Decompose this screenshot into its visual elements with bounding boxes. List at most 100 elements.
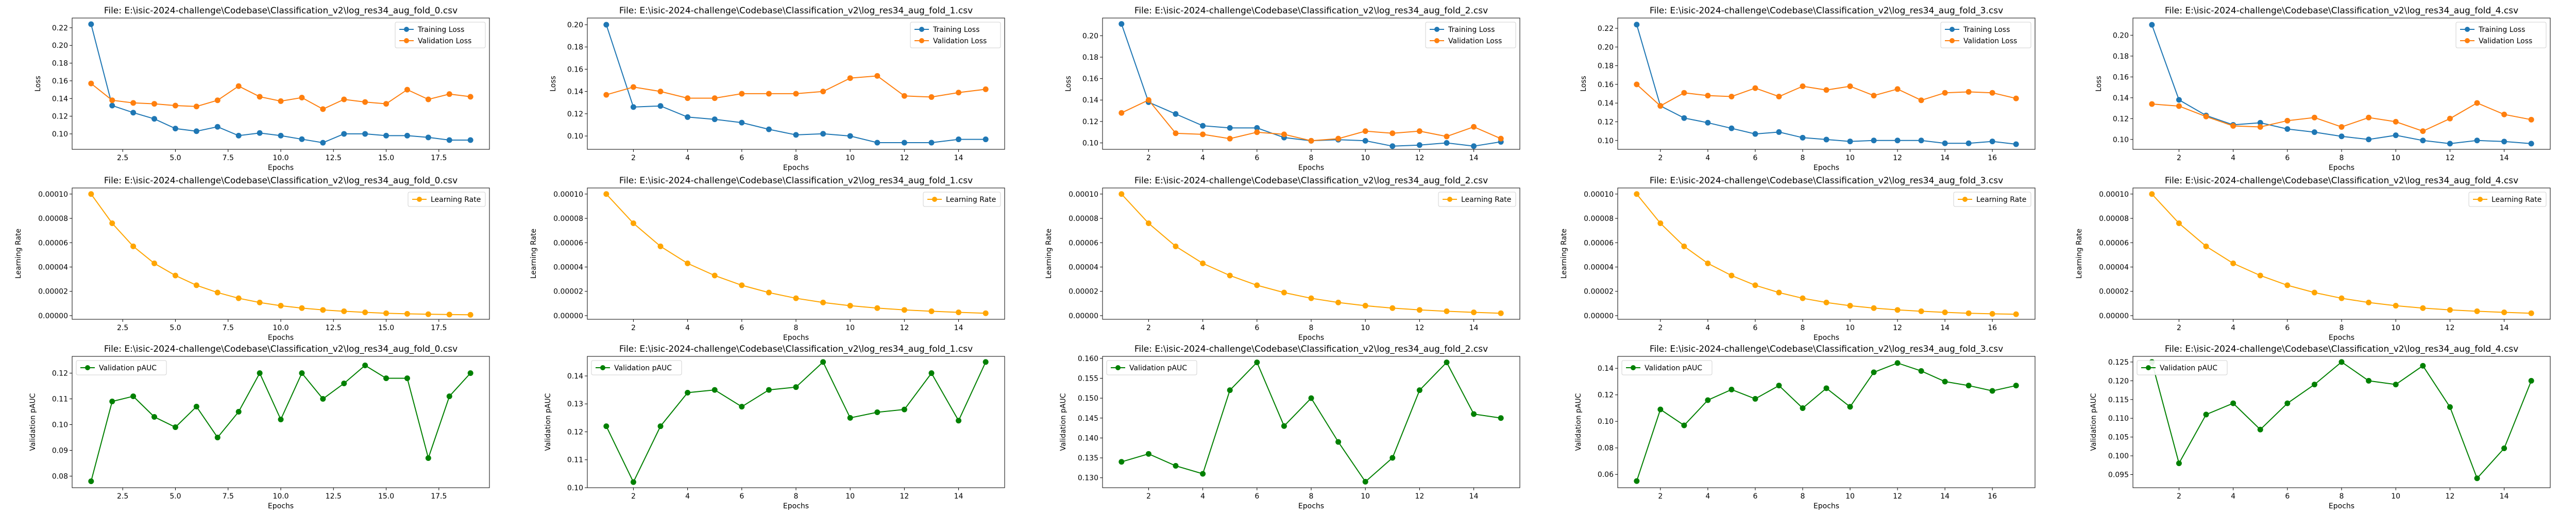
y-tick-label: 0.135 [1078, 454, 1098, 462]
y-tick-label: 0.16 [1082, 75, 1098, 83]
y-axis-label: Learning Rate [14, 229, 23, 279]
data-point [1389, 130, 1396, 136]
x-tick-label: 4 [685, 154, 690, 162]
y-tick-label: 0.110 [2108, 415, 2129, 423]
data-point [1254, 125, 1260, 131]
data-point [151, 260, 158, 266]
data-point [88, 21, 94, 27]
x-tick-label: 8 [1309, 154, 1314, 162]
data-point [1145, 451, 1151, 457]
x-tick-label: 5.0 [170, 324, 181, 332]
legend-box [408, 192, 486, 207]
data-point [2447, 141, 2453, 147]
data-point [446, 91, 452, 97]
data-point [1389, 143, 1396, 149]
legend-marker [600, 365, 605, 370]
y-tick-label: 0.20 [1598, 43, 1614, 52]
data-point [1989, 311, 1995, 317]
data-point [425, 455, 431, 461]
data-point [1752, 85, 1758, 91]
data-point [2501, 139, 2507, 145]
x-tick-label: 16 [1988, 324, 1997, 332]
y-tick-label: 0.10 [52, 421, 68, 430]
data-point [928, 140, 935, 146]
x-tick-label: 12 [900, 492, 909, 501]
y-tick-label: 0.22 [1598, 25, 1614, 33]
data-point [109, 97, 115, 104]
data-point [1918, 138, 1924, 144]
data-point [278, 303, 284, 309]
x-tick-label: 10 [1845, 324, 1855, 332]
x-tick-label: 4 [685, 492, 690, 501]
data-point [1416, 307, 1422, 313]
data-point [1634, 191, 1640, 197]
data-point [214, 124, 221, 130]
legend: Learning Rate [408, 192, 486, 207]
data-point [2013, 95, 2019, 101]
data-point [1657, 103, 1664, 109]
data-point [2393, 118, 2399, 125]
legend: Validation pAUC [1106, 360, 1197, 375]
data-point [2311, 382, 2317, 388]
data-point [257, 130, 263, 136]
data-point [341, 381, 347, 386]
data-point [630, 479, 636, 485]
x-tick-label: 12 [900, 324, 909, 332]
data-point [793, 384, 799, 390]
series-line-learning-rate [1636, 194, 2016, 315]
legend-label: Validation pAUC [1645, 364, 1702, 372]
data-point [1308, 295, 1314, 301]
data-point [2230, 400, 2236, 406]
data-point [404, 375, 410, 381]
y-tick-label: 0.22 [52, 24, 68, 32]
data-point [1389, 305, 1396, 311]
x-tick-label: 8 [2340, 492, 2344, 501]
data-point [383, 132, 389, 139]
x-tick-label: 10 [845, 492, 855, 501]
data-point [711, 272, 718, 279]
data-point [425, 134, 431, 141]
x-tick-label: 2 [1658, 154, 1663, 162]
x-axis-label: Epochs [2329, 334, 2354, 342]
data-point [793, 91, 799, 97]
data-point [1335, 299, 1342, 305]
x-tick-label: 12.5 [326, 154, 342, 162]
y-tick-label: 0.120 [2108, 377, 2129, 385]
legend-box [2468, 192, 2547, 207]
legend-box [1106, 360, 1197, 375]
x-tick-label: 10 [845, 154, 855, 162]
data-point [2366, 136, 2372, 143]
y-axis-label: Learning Rate [1560, 229, 1568, 279]
y-tick-label: 0.00010 [38, 191, 68, 199]
data-point [603, 191, 609, 197]
data-point [2013, 383, 2019, 389]
data-point [299, 95, 305, 101]
legend-marker [1950, 27, 1955, 32]
y-tick-label: 0.00004 [2099, 263, 2129, 271]
legend-label: Learning Rate [946, 196, 996, 204]
subplot-title: File: E:\isic-2024-challenge\Codebase\Cl… [2165, 6, 2518, 16]
data-point [2501, 445, 2507, 451]
x-tick-label: 12 [1415, 324, 1424, 332]
data-point [1871, 369, 1877, 375]
x-axis-label: Epochs [2329, 502, 2354, 510]
data-point [257, 370, 263, 376]
data-point [1444, 308, 1450, 314]
legend-label: Validation pAUC [614, 364, 672, 372]
y-tick-label: 0.00010 [1584, 191, 1614, 199]
data-point [425, 311, 431, 317]
x-tick-label: 15.0 [378, 154, 394, 162]
data-point [2474, 100, 2480, 106]
y-tick-label: 0.10 [567, 484, 583, 492]
y-tick-label: 0.00010 [1069, 191, 1098, 199]
data-point [685, 95, 691, 101]
data-point [956, 136, 962, 143]
data-point [1776, 93, 1782, 99]
y-tick-label: 0.14 [2113, 94, 2129, 102]
x-tick-label: 2 [1146, 154, 1151, 162]
y-tick-label: 0.00000 [38, 312, 68, 320]
y-tick-label: 0.10 [52, 130, 68, 139]
data-point [2284, 117, 2291, 124]
data-point [446, 393, 452, 399]
x-axis-label: Epochs [2329, 164, 2354, 172]
